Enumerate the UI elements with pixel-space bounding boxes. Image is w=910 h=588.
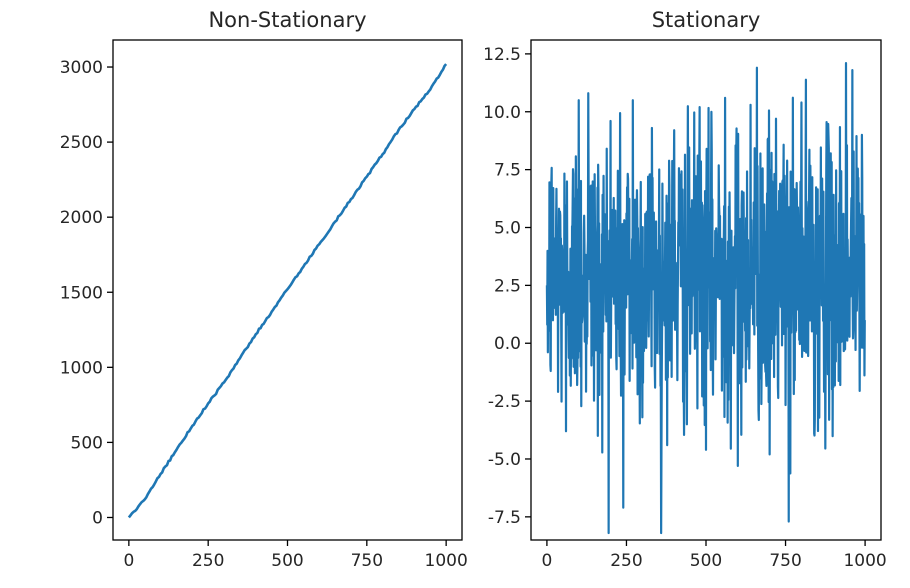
y-axis: -7.5 -5.0 -2.5 0.0 2.5 5.0 7.5 10.0 12.5 xyxy=(483,45,531,528)
y-tick-label: -2.5 xyxy=(488,392,521,412)
y-tick-label: 2500 xyxy=(60,133,103,153)
series-line xyxy=(127,63,448,519)
x-axis: 0 250 500 750 1000 xyxy=(123,540,468,571)
y-tick-label: 7.5 xyxy=(494,161,521,181)
x-tick-label: 500 xyxy=(271,551,303,571)
x-tick-label: 750 xyxy=(351,551,383,571)
x-tick-label: 250 xyxy=(192,551,224,571)
y-tick-label: 0.0 xyxy=(494,334,521,354)
y-tick-label: 2000 xyxy=(60,208,103,228)
y-tick-label: 12.5 xyxy=(483,45,521,65)
y-tick-label: 5.0 xyxy=(494,219,521,239)
x-tick-label: 250 xyxy=(610,551,642,571)
y-axis: 0 500 1000 1500 2000 2500 3000 xyxy=(60,58,113,528)
y-tick-label: 1000 xyxy=(60,358,103,378)
y-tick-label: 1500 xyxy=(60,283,103,303)
y-tick-label: 500 xyxy=(71,433,103,453)
chart-title: Non-Stationary xyxy=(208,8,366,32)
y-tick-label: 10.0 xyxy=(483,103,521,123)
x-tick-label: 0 xyxy=(123,551,134,571)
x-axis: 0 250 500 750 1000 xyxy=(541,540,887,571)
plot-area xyxy=(545,62,866,535)
x-tick-label: 1000 xyxy=(425,551,468,571)
non-stationary-panel: Non-Stationary 0 250 500 750 1000 0 500 1000 15… xyxy=(60,8,468,571)
series-line xyxy=(545,62,866,535)
chart-title: Stationary xyxy=(652,8,761,32)
y-tick-label: 3000 xyxy=(60,58,103,78)
y-tick-label: 2.5 xyxy=(494,276,521,296)
stationary-panel: Stationary 0 250 500 750 1000 -7.5 -5.0 -2.5 0.… xyxy=(483,8,887,571)
x-tick-label: 500 xyxy=(690,551,722,571)
y-tick-label: -5.0 xyxy=(488,450,521,470)
x-tick-label: 0 xyxy=(541,551,552,571)
x-tick-label: 1000 xyxy=(843,551,886,571)
x-tick-label: 750 xyxy=(769,551,801,571)
plot-area xyxy=(127,63,448,519)
y-tick-label: -7.5 xyxy=(488,508,521,528)
y-tick-label: 0 xyxy=(92,508,103,528)
